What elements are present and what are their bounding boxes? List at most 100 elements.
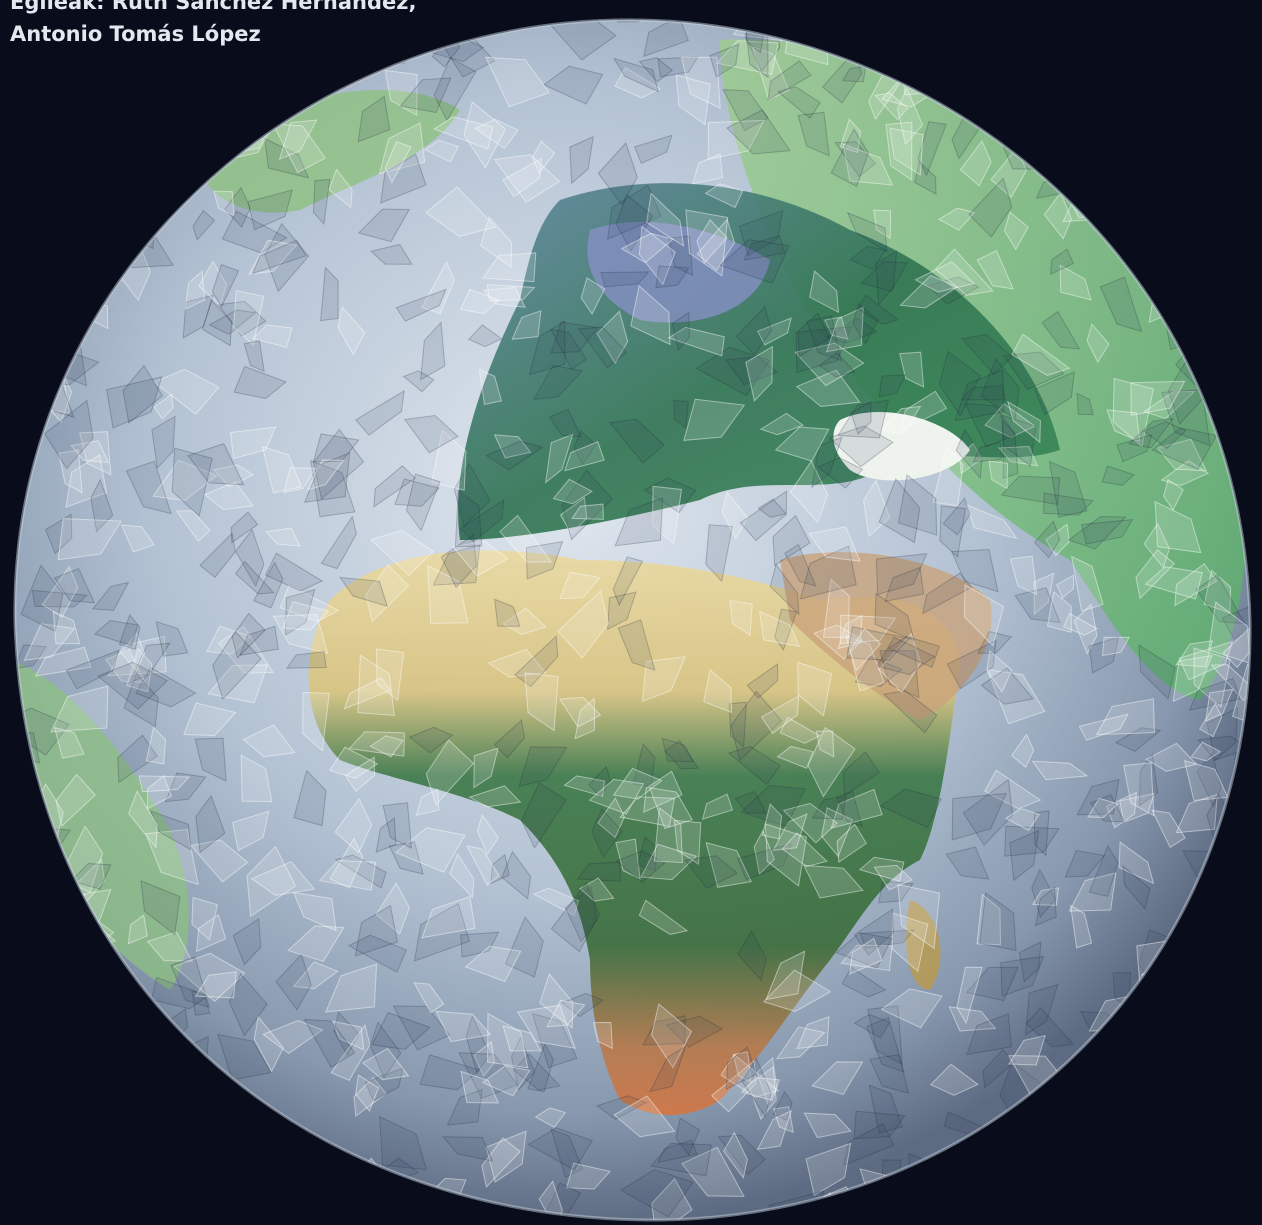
crystal-facet <box>550 321 599 354</box>
crystal-facet <box>711 1059 757 1113</box>
crystal-facet <box>979 56 1021 90</box>
crystal-facet <box>1156 147 1209 190</box>
crystal-facet <box>324 963 378 1013</box>
crystal-facet <box>1064 849 1106 878</box>
crystal-facet <box>1142 420 1187 450</box>
crystal-facet <box>757 498 788 518</box>
crystal-facet <box>721 491 749 540</box>
crystal-facet <box>741 1057 772 1118</box>
crystal-facet <box>320 515 357 570</box>
crystal-facet <box>71 218 97 257</box>
crystal-facet <box>14 49 44 109</box>
crystal-facet <box>105 649 146 684</box>
crystal-facet <box>649 1045 687 1093</box>
crystal-facet <box>751 45 790 101</box>
crystal-facet <box>1175 793 1218 834</box>
crystal-facet <box>312 178 331 226</box>
crystal-facet <box>1155 1037 1195 1083</box>
crystal-facet <box>863 479 891 538</box>
crystal-facet <box>239 625 279 656</box>
crystal-facet <box>313 428 365 500</box>
crystal-facet <box>1178 640 1234 681</box>
crystal-facet <box>1195 1107 1232 1161</box>
crystal-facet <box>446 1088 483 1126</box>
crystal-facet <box>779 716 821 744</box>
crystal-facet <box>375 817 397 853</box>
crystal-facet <box>938 350 982 417</box>
crystal-facet <box>133 1079 170 1102</box>
crystal-facet <box>262 1020 324 1054</box>
crystal-facet <box>615 194 654 252</box>
crystal-facet <box>984 769 1042 810</box>
crystal-facet <box>988 460 1009 490</box>
crystal-facet <box>703 668 732 714</box>
crystal-facet <box>705 524 733 583</box>
crystal-facet <box>1000 955 1045 997</box>
crystal-facet <box>815 730 835 758</box>
crystal-facet <box>473 747 499 789</box>
crystal-facet <box>182 294 215 339</box>
crystal-facet <box>879 650 920 699</box>
crystal-facet <box>951 792 1007 841</box>
crystal-facet <box>1163 1032 1189 1058</box>
crystal-facet <box>643 477 697 514</box>
crystal-facet <box>592 1022 613 1050</box>
crystal-facet <box>231 612 266 659</box>
crystal-facet <box>139 1142 170 1191</box>
crystal-facet <box>696 218 736 272</box>
crystal-facet <box>632 743 656 788</box>
crystal-facet <box>1248 175 1251 241</box>
crystal-facet <box>765 950 806 1001</box>
crystal-facet <box>34 646 92 677</box>
crystal-facet <box>1033 520 1061 559</box>
crystal-facet <box>1014 1188 1057 1221</box>
crystal-facet <box>867 1005 903 1066</box>
crystal-facet <box>834 141 877 178</box>
crystal-facet <box>1049 248 1075 276</box>
crystal-facet <box>493 154 561 203</box>
crystal-facet <box>1095 698 1155 736</box>
crystal-facet <box>775 1026 826 1060</box>
crystal-facet <box>858 856 905 882</box>
crystal-facet <box>859 929 916 949</box>
crystal-facet <box>388 841 424 875</box>
crystal-facet <box>1084 1153 1132 1198</box>
crystal-facet <box>126 647 153 693</box>
crystal-facet <box>514 635 559 688</box>
crystal-facet <box>979 891 1017 952</box>
crystal-facet <box>1046 590 1072 633</box>
crystal-facet <box>899 274 959 309</box>
crystal-facet <box>1033 810 1050 857</box>
crystal-facet <box>501 850 532 900</box>
crystal-facet <box>183 702 237 737</box>
crystal-facet <box>44 513 73 555</box>
crystal-facet <box>1031 868 1057 918</box>
crystal-facet <box>521 782 567 849</box>
crystal-facet <box>58 449 83 494</box>
crystal-facet <box>683 398 746 441</box>
crystal-facet <box>502 607 547 635</box>
crystal-facet <box>1104 176 1145 208</box>
crystal-facet <box>306 459 345 491</box>
crystal-facet <box>914 160 937 195</box>
crystal-facet <box>939 505 967 558</box>
crystal-facet <box>240 754 273 803</box>
crystal-facet <box>525 540 564 580</box>
crystal-facet <box>250 73 284 121</box>
crystal-facet <box>994 89 1027 138</box>
crystal-facet <box>253 1015 285 1073</box>
crystal-facet <box>701 793 734 820</box>
crystal-facet <box>839 118 862 154</box>
crystal-facet <box>840 944 893 972</box>
crystal-facet <box>921 572 973 615</box>
crystal-facet <box>153 393 174 420</box>
crystal-facet <box>976 893 1001 946</box>
crystal-facet <box>561 469 613 541</box>
crystal-facet <box>696 218 728 264</box>
crystal-facet <box>441 1136 494 1162</box>
crystal-facet <box>1143 522 1170 569</box>
crystal-facet <box>1031 887 1060 906</box>
crystal-facet <box>96 661 168 710</box>
crystal-facet <box>405 473 441 532</box>
crystal-facet <box>673 399 689 429</box>
